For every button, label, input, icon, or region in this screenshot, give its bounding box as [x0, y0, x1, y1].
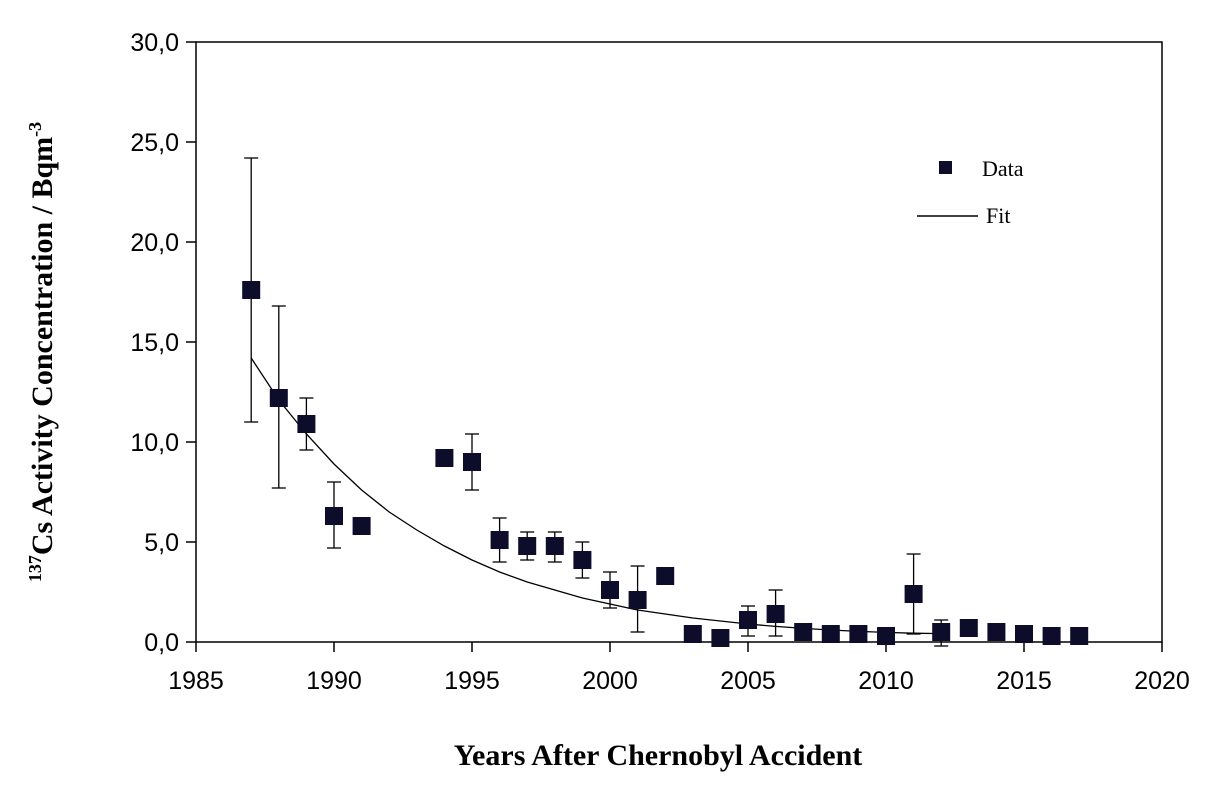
plot-frame [195, 41, 1163, 643]
fit-layer [250, 357, 942, 635]
data-point [932, 623, 951, 641]
legend: Data Fit [917, 156, 1024, 228]
legend-data-label: Data [982, 156, 1024, 181]
y-tick-label: 20,0 [130, 229, 179, 257]
x-axis-ticks: 1985 1990 1995 2000 2005 2010 2015 2020 [168, 642, 1190, 695]
y-tick-label: 30,0 [130, 29, 179, 57]
legend-fit-label: Fit [986, 203, 1010, 228]
data-point [325, 507, 343, 525]
data-point [545, 537, 564, 555]
data-point [1070, 627, 1089, 645]
data-point [877, 627, 895, 645]
y-tick-label: 25,0 [130, 129, 179, 157]
data-point [794, 623, 813, 641]
y-tick-label: 0,0 [144, 629, 179, 657]
x-tick-label: 1985 [168, 667, 224, 695]
y-tick-label: 5,0 [144, 529, 179, 557]
data-point [242, 281, 261, 299]
data-point [904, 585, 923, 603]
x-axis-title: Years After Chernobyl Accident [454, 739, 863, 772]
data-point [490, 531, 509, 549]
data-point [352, 517, 371, 535]
data-point [601, 581, 619, 599]
data-point [628, 591, 647, 609]
data-point [987, 623, 1006, 641]
data-point [656, 567, 675, 585]
data-point [297, 415, 316, 433]
fit-curve-line [250, 357, 942, 635]
y-axis-title: 137Cs Activity Concentration / Bqm-3 [25, 122, 59, 582]
error-bars [244, 157, 976, 647]
y-axis-isotope-superscript: 137 [25, 555, 45, 582]
data-point [821, 625, 840, 643]
svg-text:137Cs Activity Concentration /: 137Cs Activity Concentration / Bqm-3 [25, 122, 59, 582]
data-point [518, 537, 537, 555]
data-point [1042, 627, 1061, 645]
data-point [435, 449, 454, 467]
data-point [463, 453, 481, 471]
data-point [959, 619, 978, 637]
data-point [766, 605, 785, 623]
legend-data-marker [939, 161, 952, 174]
data-point [1015, 625, 1033, 643]
data-point [269, 389, 288, 407]
x-tick-label: 2005 [720, 667, 776, 695]
data-point [683, 625, 702, 643]
x-tick-label: 1990 [306, 667, 362, 695]
data-point [573, 551, 592, 569]
x-tick-label: 2020 [1134, 667, 1190, 695]
data-point [849, 625, 868, 643]
y-tick-label: 10,0 [130, 429, 179, 457]
data-point [739, 611, 757, 629]
x-tick-label: 2000 [582, 667, 638, 695]
y-axis-unit-superscript: -3 [25, 122, 45, 137]
x-tick-label: 1995 [444, 667, 500, 695]
y-tick-label: 15,0 [130, 329, 179, 357]
y-axis-label-main: Cs Activity Concentration / Bqm [26, 137, 59, 555]
x-tick-label: 2010 [858, 667, 914, 695]
x-tick-label: 2015 [996, 667, 1052, 695]
data-point [711, 629, 730, 647]
data-points [242, 281, 1089, 647]
y-axis-ticks: 0,0 5,0 10,0 15,0 20,0 25,0 30,0 [130, 29, 196, 657]
